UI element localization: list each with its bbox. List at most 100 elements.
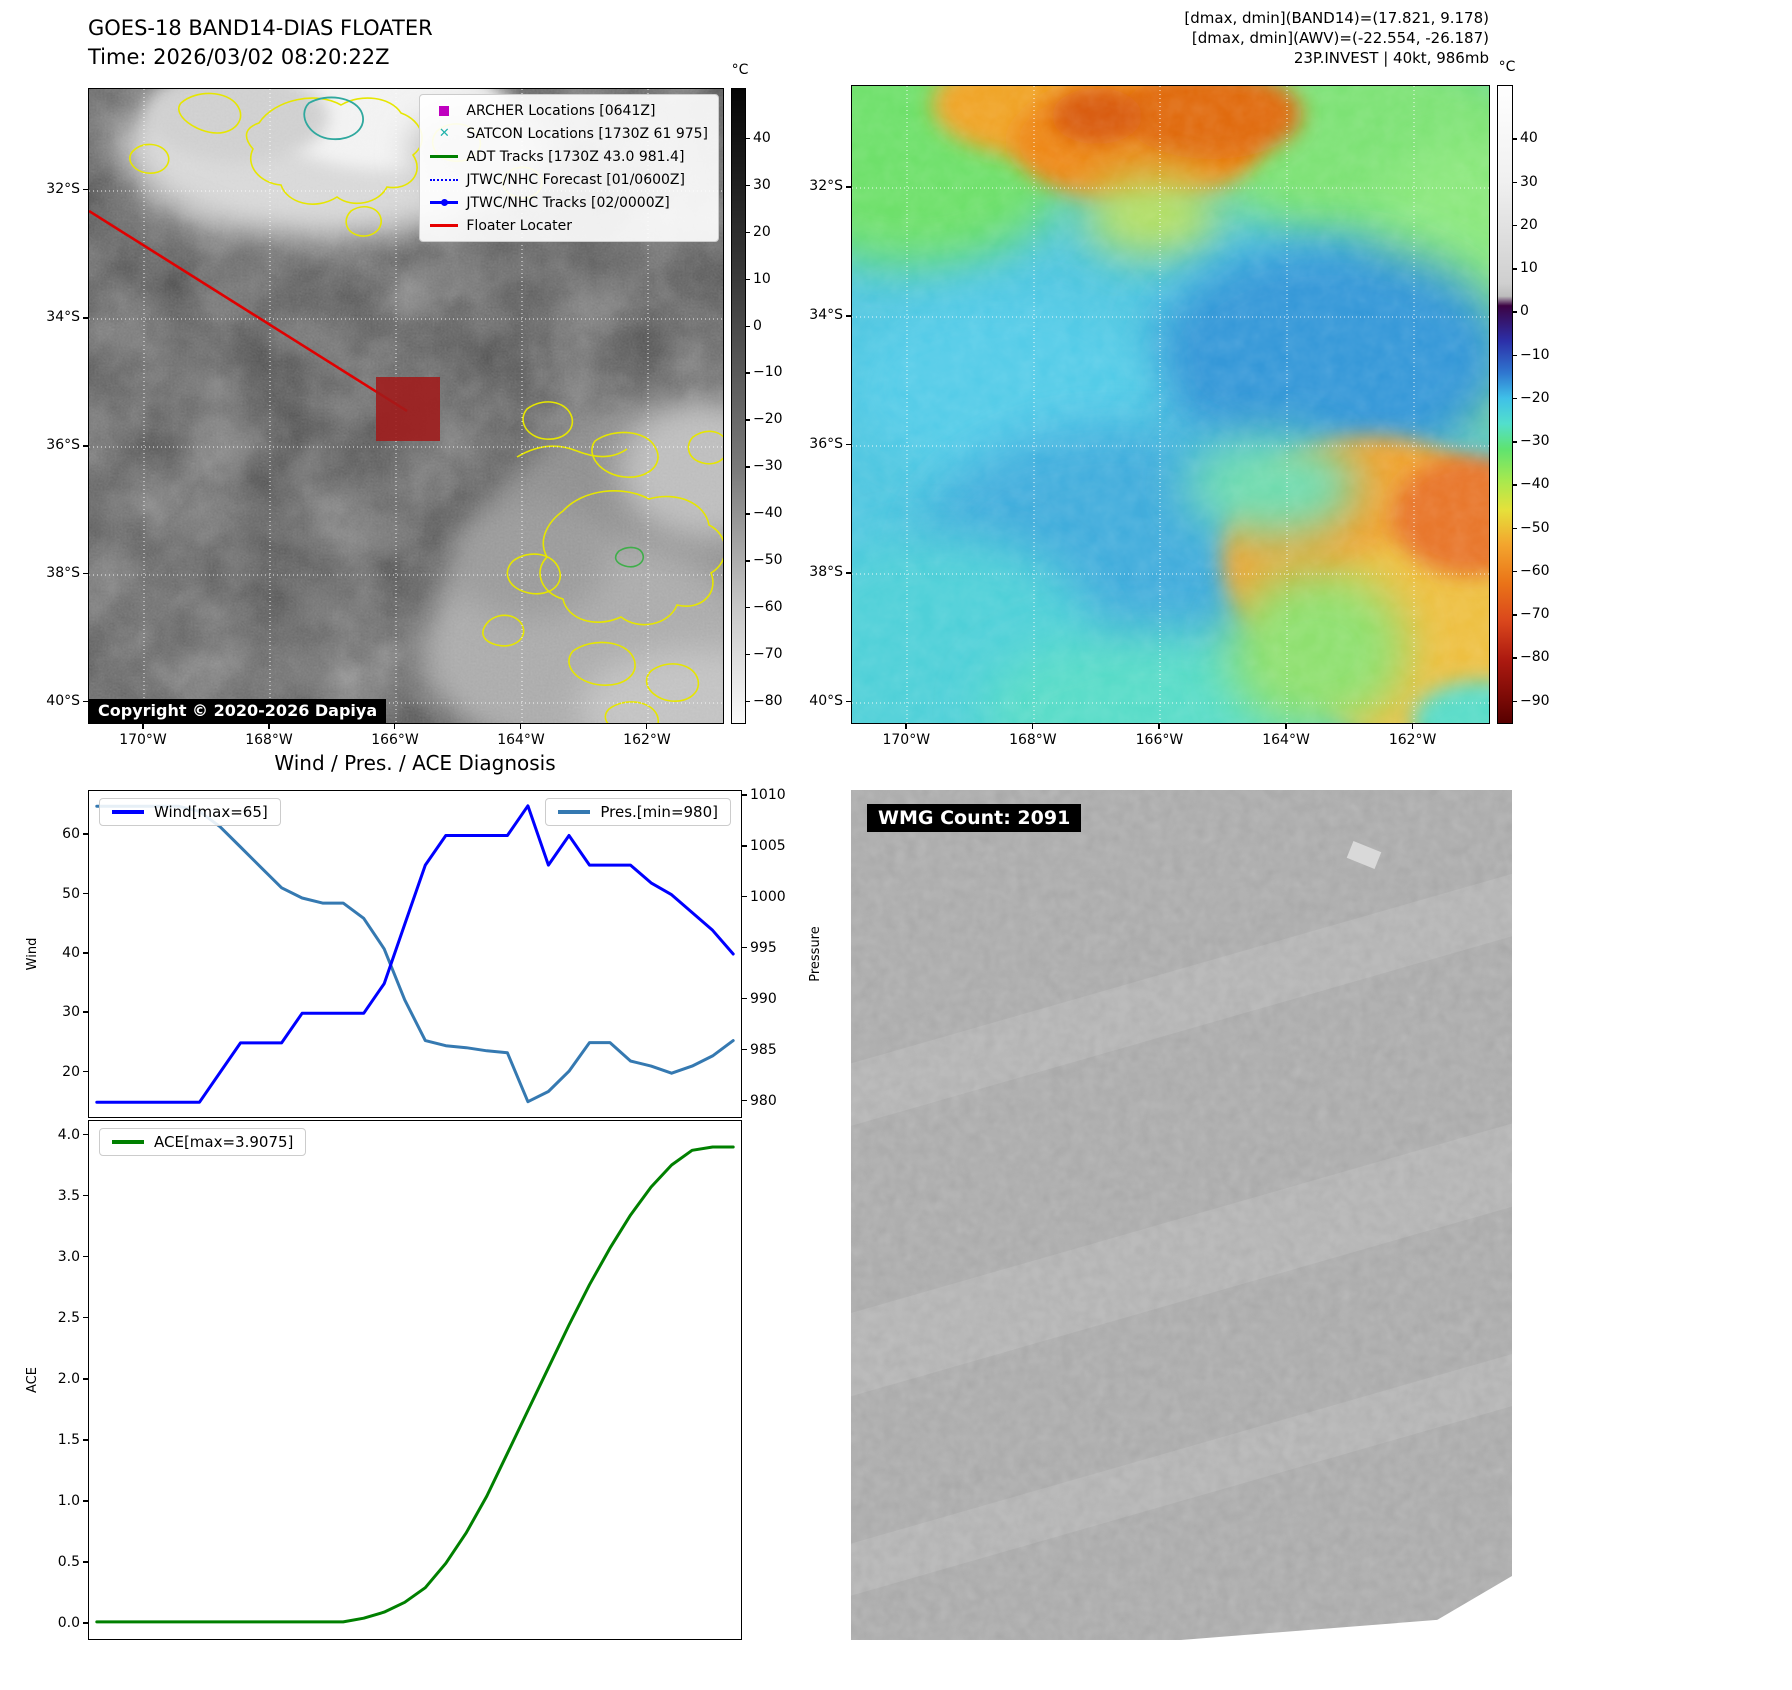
ace-legend: ACE[max=3.9075] — [99, 1128, 307, 1156]
legend-label: ARCHER Locations [0641Z] — [466, 102, 656, 119]
square-marker-icon — [430, 104, 458, 118]
wind-pressure-chart: Wind[max=65] Pres.[min=980] — [88, 790, 742, 1118]
ir-colorbar-tick-mark — [746, 419, 750, 421]
awv-colorbar-tick-label: −40 — [1520, 476, 1550, 493]
awv-colorbar-tick-label: 30 — [1520, 173, 1538, 190]
ace-line — [95, 1145, 735, 1624]
ir-colorbar-tick-mark — [746, 325, 750, 327]
awv-colorbar-tick-mark — [1513, 700, 1517, 703]
awv-lat-tick-mark — [846, 443, 851, 446]
awv-colorbar-tick-mark — [1513, 397, 1517, 400]
ir-lon-tick-mark — [268, 724, 270, 729]
line-marker-icon — [430, 150, 459, 164]
wind-line-sample — [112, 810, 144, 814]
ace-ytick-label: 3.5 — [57, 1187, 80, 1204]
legend-label: JTWC/NHC Tracks [02/0000Z] — [466, 194, 670, 211]
awv-colorbar-tick-label: −20 — [1520, 389, 1550, 406]
wmg-count-label: WMG Count: 2091 — [867, 804, 1082, 832]
awv-lat-tick-mark — [846, 315, 851, 317]
panel-title: GOES-18 BAND14-DIAS FLOATER Time: 2026/0… — [88, 14, 433, 72]
ir-colorbar-tick-mark — [746, 278, 750, 281]
ir-colorbar-tick-mark — [746, 137, 750, 140]
awv-lat-tick-label: 32°S — [809, 178, 843, 195]
pressure-ytick-label: 995 — [750, 939, 777, 956]
awv-colorbar-tick-mark — [1513, 268, 1517, 270]
awv-lon-tick-label: 168°W — [1009, 732, 1057, 748]
legend-item: ARCHER Locations [0641Z] — [430, 101, 708, 120]
ace-ytick-mark — [83, 1561, 88, 1563]
legend-label: Floater Locater — [466, 217, 573, 234]
awv-colorbar — [1497, 85, 1513, 724]
grid-lines — [852, 86, 1489, 723]
ir-lat-tick-mark — [83, 700, 88, 703]
awv-map-panel — [851, 85, 1490, 724]
ir-colorbar-tick-label: −50 — [753, 552, 783, 569]
ace-ytick-mark — [83, 1194, 88, 1197]
legend-item: JTWC/NHC Forecast [01/0600Z] — [430, 170, 708, 189]
ir-colorbar — [731, 88, 746, 724]
wmg-microwave-image — [851, 790, 1512, 1640]
ir-colorbar-tick-label: −40 — [753, 505, 783, 522]
wind-legend: Wind[max=65] — [99, 798, 281, 826]
pressure-ytick-label: 985 — [750, 1041, 777, 1058]
stats-awv: [dmax, dmin](AWV)=(-22.554, -26.187) — [1191, 29, 1489, 47]
stats-invest: 23P.INVEST | 40kt, 986mb — [1293, 49, 1489, 67]
ir-lat-tick-mark — [83, 445, 88, 447]
wind-legend-label: Wind[max=65] — [154, 803, 268, 821]
ace-ytick-label: 2.0 — [57, 1371, 80, 1387]
pressure-ytick-mark — [742, 946, 747, 949]
floater-locater-line — [89, 209, 408, 413]
awv-lat-tick-label: 40°S — [809, 692, 843, 709]
awv-lat-tick-label: 36°S — [809, 435, 843, 452]
awv-colorbar-tick-mark — [1513, 311, 1517, 313]
wind-ytick-label: 50 — [62, 885, 80, 902]
awv-colorbar-tick-label: −60 — [1520, 562, 1550, 579]
ace-plot — [95, 1145, 735, 1624]
ir-colorbar-tick-label: −20 — [753, 411, 783, 428]
pressure-line-sample — [558, 810, 591, 814]
pressure-ytick-mark — [742, 794, 747, 796]
awv-lon-tick-mark — [1158, 724, 1160, 729]
ir-colorbar-tick-label: −80 — [753, 692, 783, 709]
swath-edge-sliver — [1181, 1614, 1512, 1640]
ace-ytick-mark — [83, 1500, 88, 1502]
copyright-label: Copyright © 2020-2026 Dapiya — [89, 699, 387, 723]
awv-lat-tick-label: 38°S — [809, 564, 843, 581]
pressure-ytick-mark — [742, 1048, 747, 1051]
awv-colorbar-tick-mark — [1513, 181, 1517, 184]
wind-line — [95, 804, 735, 1104]
pressure-line — [95, 804, 735, 1104]
swath-bands — [851, 841, 1512, 1618]
legend-item: ✕ SATCON Locations [1730Z 61 975] — [430, 124, 708, 143]
ir-lat-tick-label: 38°S — [46, 564, 80, 581]
awv-colorbar-tick-label: 20 — [1520, 216, 1538, 233]
wmg-microwave-panel: WMG Count: 2091 — [851, 790, 1512, 1640]
awv-colorbar-tick-mark — [1513, 657, 1517, 659]
ir-colorbar-tick-mark — [746, 606, 750, 609]
awv-colorbar-tick-mark — [1513, 614, 1517, 616]
awv-colorbar-tick-mark — [1513, 441, 1517, 443]
ir-colorbar-tick-label: 30 — [753, 176, 771, 193]
awv-lat-tick-mark — [846, 186, 851, 188]
ace-ytick-mark — [83, 1255, 88, 1258]
ir-colorbar-tick-mark — [746, 653, 750, 656]
awv-colorbar-tick-label: −80 — [1520, 649, 1550, 666]
pressure-ytick-mark — [742, 1099, 747, 1102]
legend-label: JTWC/NHC Forecast [01/0600Z] — [466, 171, 685, 188]
ir-lon-tick-mark — [142, 724, 144, 729]
awv-lon-tick-mark — [1411, 724, 1414, 729]
awv-colorbar-tick-label: −90 — [1520, 692, 1550, 709]
ir-lon-tick-label: 164°W — [497, 732, 545, 748]
ace-ytick-label: 2.5 — [57, 1309, 80, 1326]
ace-ytick-label: 3.0 — [57, 1248, 80, 1265]
ir-map-legend: ARCHER Locations [0641Z] ✕ SATCON Location… — [419, 94, 719, 242]
ir-colorbar-tick-label: 0 — [753, 317, 762, 334]
ir-lat-tick-mark — [83, 188, 88, 191]
ir-colorbar-tick-label: −70 — [753, 645, 783, 662]
ir-lat-tick-mark — [83, 317, 88, 319]
ace-ytick-mark — [83, 1316, 88, 1319]
awv-lon-tick-label: 166°W — [1135, 732, 1184, 748]
wind-ytick-label: 40 — [62, 945, 80, 961]
ir-colorbar-tick-label: 20 — [753, 223, 771, 240]
ir-lon-tick-mark — [519, 724, 522, 729]
